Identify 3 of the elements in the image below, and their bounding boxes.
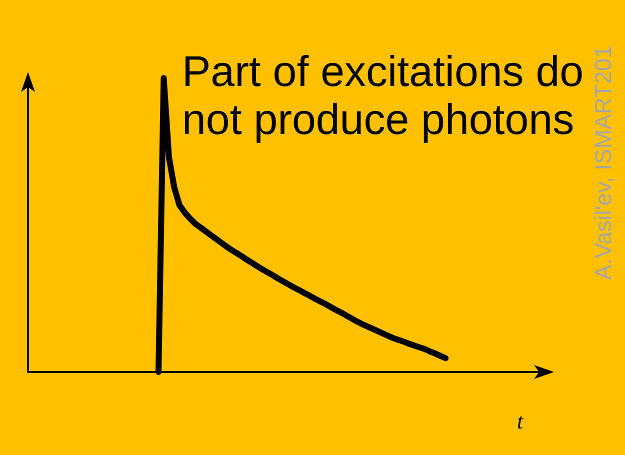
text: A.Vasil'ev, ISMART201 (590, 46, 616, 280)
annotation: Part of excitations do not produce photons (182, 48, 584, 144)
x-axis-title: t (516, 408, 524, 434)
